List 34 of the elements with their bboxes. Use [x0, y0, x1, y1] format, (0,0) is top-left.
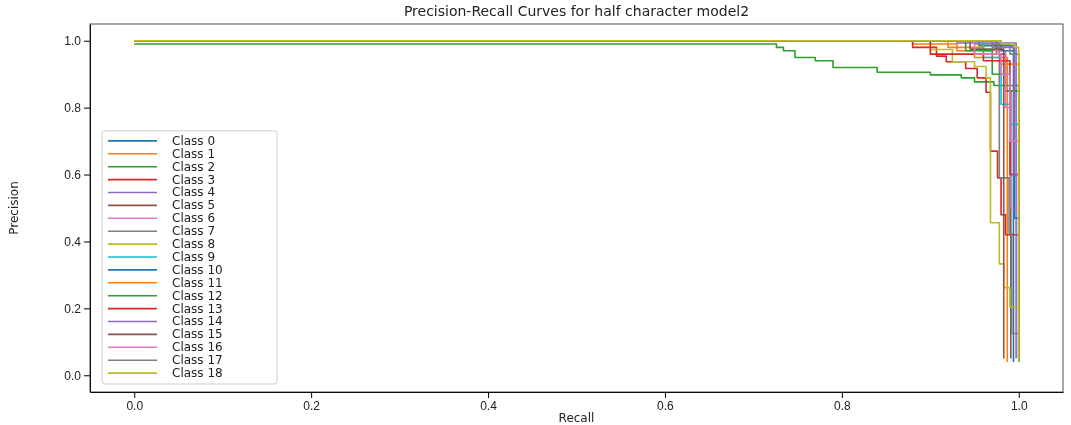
legend-label: Class 5: [172, 198, 216, 213]
legend-label: Class 7: [172, 224, 216, 239]
x-axis-title: Recall: [558, 411, 595, 425]
y-tick-label: 0.4: [64, 234, 82, 249]
y-tick-label: 0.8: [64, 100, 82, 115]
y-tick-label: 0.0: [64, 368, 82, 383]
legend-label: Class 9: [172, 250, 216, 264]
y-tick-label: 0.6: [64, 167, 82, 182]
legend-label: Class 18: [172, 366, 223, 381]
chart-title: Precision-Recall Curves for half character model2: [403, 3, 750, 19]
legend-label: Class 13: [172, 301, 223, 316]
legend-label: Class 4: [172, 185, 216, 200]
legend-label: Class 3: [172, 172, 216, 187]
legend-label: Class 2: [172, 159, 216, 174]
legend-label: Class 15: [172, 327, 223, 342]
legend-label: Class 1: [172, 146, 216, 161]
legend-label: Class 6: [172, 211, 216, 226]
legend-label: Class 0: [172, 133, 216, 148]
x-tick-label: 0.8: [834, 398, 852, 413]
legend-label: Class 11: [172, 275, 223, 290]
y-tick-label: 0.2: [64, 301, 82, 316]
legend-label: Class 17: [172, 353, 223, 368]
y-tick-label: 1.0: [64, 34, 82, 49]
y-axis-title: Precision: [7, 181, 21, 235]
x-tick-label: 0.4: [480, 398, 498, 413]
x-tick-label: 0.2: [303, 398, 321, 413]
legend-label: Class 12: [172, 288, 223, 303]
x-tick-label: 0.6: [657, 398, 675, 413]
x-tick-label: 0.0: [126, 398, 144, 413]
x-tick-label: 1.0: [1010, 398, 1028, 413]
legend-label: Class 16: [172, 340, 223, 355]
legend-label: Class 8: [172, 237, 216, 252]
legend-label: Class 10: [172, 262, 223, 277]
legend-label: Class 14: [172, 314, 223, 329]
